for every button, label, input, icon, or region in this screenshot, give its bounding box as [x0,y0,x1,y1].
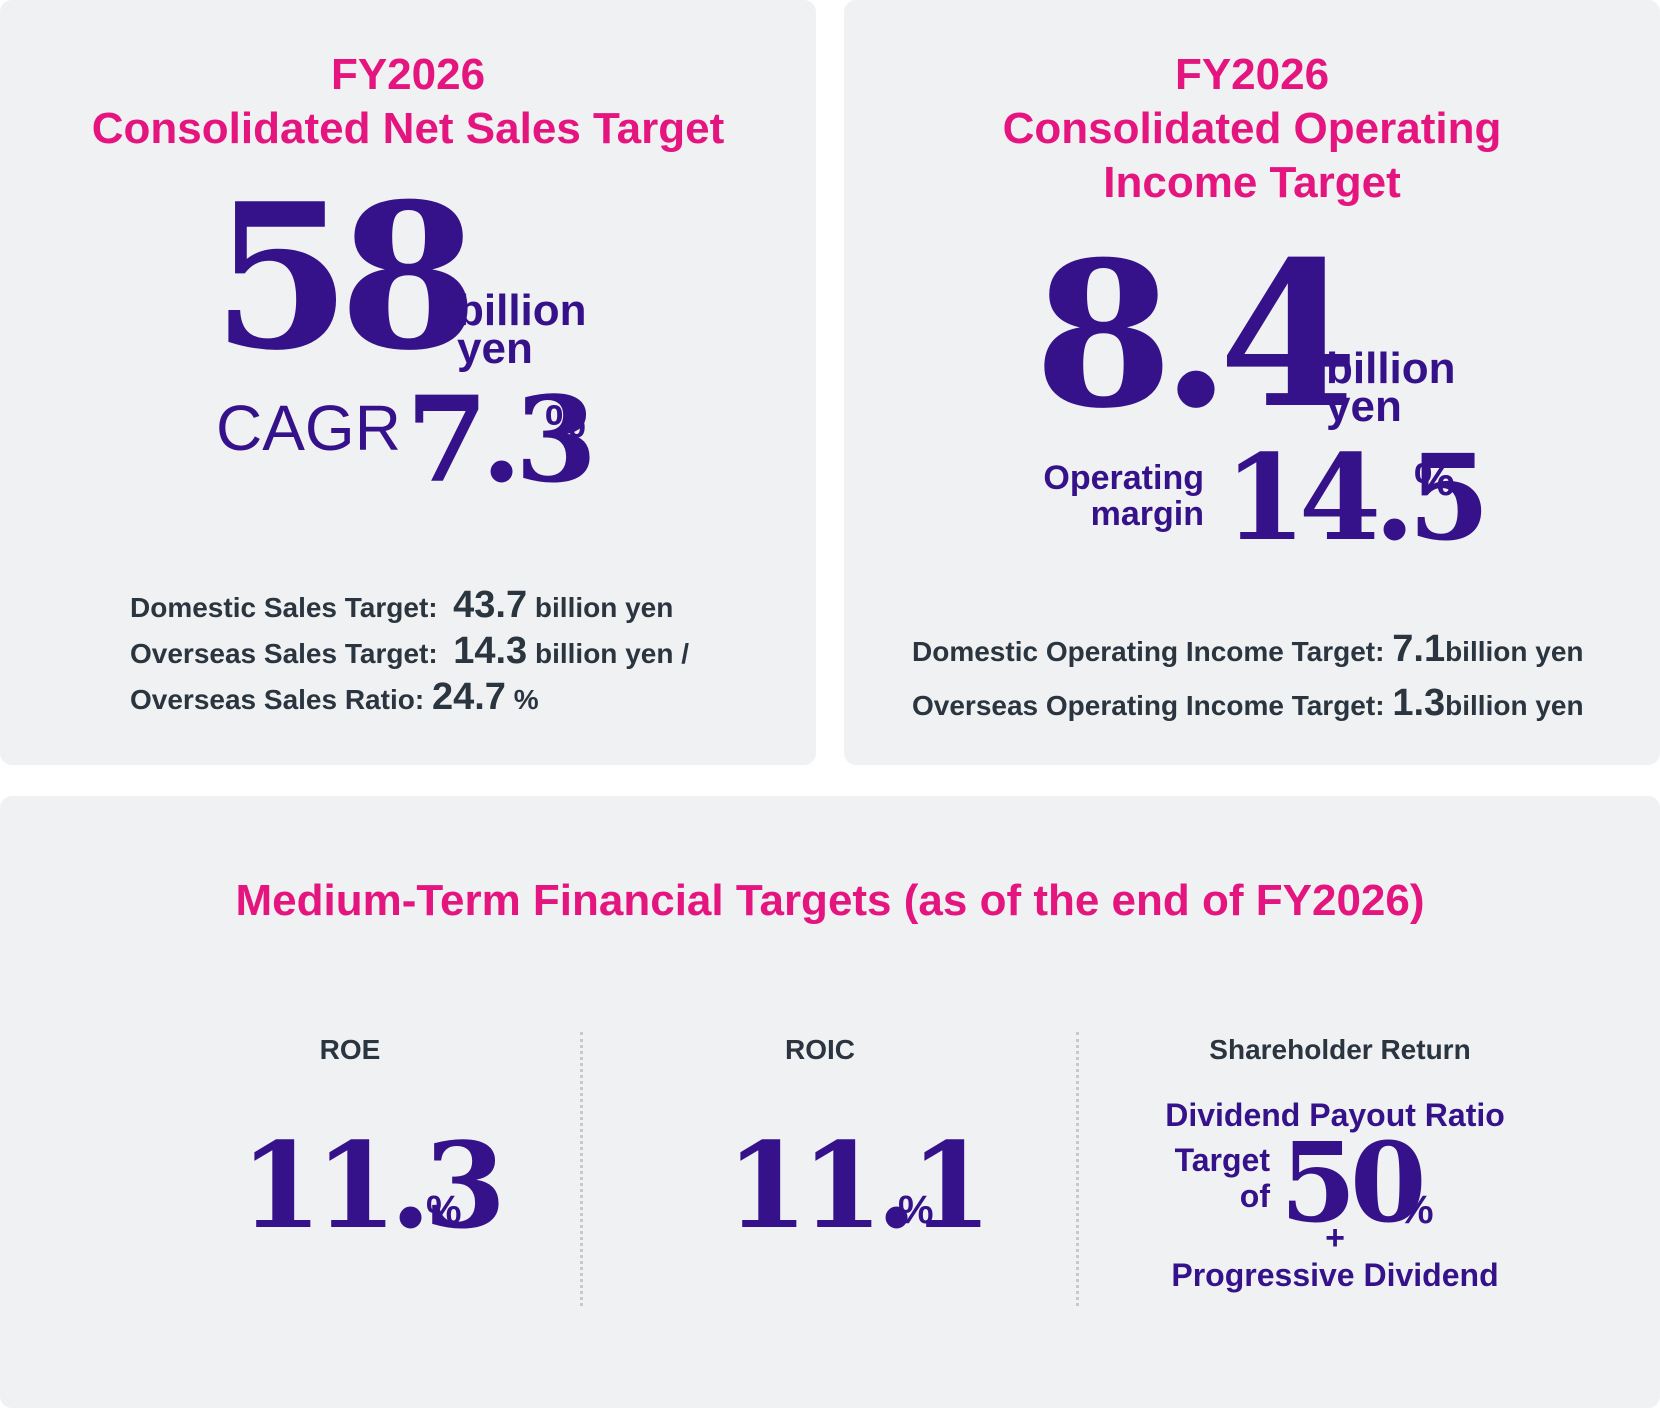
net-sales-card: FY2026 Consolidated Net Sales Target 58 … [0,0,816,765]
overseas-sales-unit: billion yen / [534,638,689,669]
domestic-income-label: Domestic Operating Income Target: [912,636,1385,667]
cagr-value: 7.3 [406,370,597,509]
plus-sign: + [1325,1219,1345,1257]
net-sales-value: 58 [212,160,478,395]
overseas-ratio-row: Overseas Sales Ratio: 24.7 % [130,676,539,719]
domestic-sales-unit: billion yen [534,592,674,623]
domestic-sales-value: 43.7 [453,584,528,626]
operating-margin-label: Operating margin [964,460,1204,532]
operating-margin-label-line2: margin [1090,495,1204,533]
net-sales-unit-billion: billion [457,286,587,335]
roe-value: 11.3 [240,1116,506,1255]
operating-income-unit: billion yen [1326,344,1456,431]
dividend-payout-value: 50 [1280,1118,1426,1247]
overseas-income-unit: billion yen [1445,690,1584,721]
domestic-income-row: Domestic Operating Income Target: 7.1bil… [912,628,1584,671]
overseas-ratio-unit: % [513,684,539,715]
operating-income-title-line2: Consolidated Operating [1002,104,1502,153]
operating-income-card: FY2026 Consolidated Operating Income Tar… [844,0,1660,765]
overseas-ratio-value: 24.7 [431,676,506,718]
medium-term-card: Medium-Term Financial Targets (as of the… [0,796,1660,1408]
cagr-percent: % [545,395,586,447]
overseas-sales-row: Overseas Sales Target: 14.3 billion yen … [130,630,689,673]
net-sales-unit-yen: yen [457,324,533,373]
net-sales-title-line2: Consolidated Net Sales Target [91,104,725,153]
domestic-sales-row: Domestic Sales Target: 43.7 billion yen [130,584,673,627]
operating-margin-percent: % [1414,453,1455,505]
operating-income-title-line3: Income Target [1103,158,1401,207]
medium-term-title: Medium-Term Financial Targets (as of the… [235,876,1425,925]
domestic-sales-label: Domestic Sales Target: [130,592,438,623]
roe-percent: % [426,1188,462,1232]
net-sales-title-line1: FY2026 [330,50,486,99]
operating-income-title-line1: FY2026 [1174,50,1330,99]
overseas-sales-value: 14.3 [453,630,528,672]
roic-label: ROIC [785,1034,855,1065]
overseas-ratio-label: Overseas Sales Ratio: [130,684,425,715]
overseas-income-row: Overseas Operating Income Target: 1.3bil… [912,682,1584,725]
operating-margin-value: 14.5 [1224,428,1490,567]
roe-label: ROE [319,1034,381,1065]
target-of-label: Target of [1110,1142,1270,1214]
net-sales-unit: billion yen [457,286,587,373]
progressive-dividend-label: Progressive Dividend [1171,1257,1499,1293]
shareholder-return-label: Shareholder Return [1209,1034,1471,1065]
target-label: Target [1174,1142,1270,1178]
overseas-income-label: Overseas Operating Income Target: [912,690,1385,721]
of-label: of [1239,1178,1270,1214]
overseas-sales-label: Overseas Sales Target: [130,638,438,669]
roic-percent: % [898,1188,934,1232]
operating-income-unit-billion: billion [1326,344,1456,393]
operating-income-unit-yen: yen [1326,382,1402,431]
roic-value: 11.1 [726,1116,992,1255]
divider-2 [1076,1032,1079,1306]
overseas-income-value: 1.3 [1392,682,1446,724]
dividend-payout-ratio-label: Dividend Payout Ratio [1165,1097,1505,1133]
domestic-income-unit: billion yen [1445,636,1584,667]
dividend-payout-percent: % [1398,1188,1434,1232]
operating-income-value: 8.4 [1034,218,1358,453]
domestic-income-value: 7.1 [1392,628,1446,670]
operating-margin-label-line1: Operating [1043,459,1204,497]
cagr-label: CAGR [216,392,401,464]
divider-1 [580,1032,583,1306]
